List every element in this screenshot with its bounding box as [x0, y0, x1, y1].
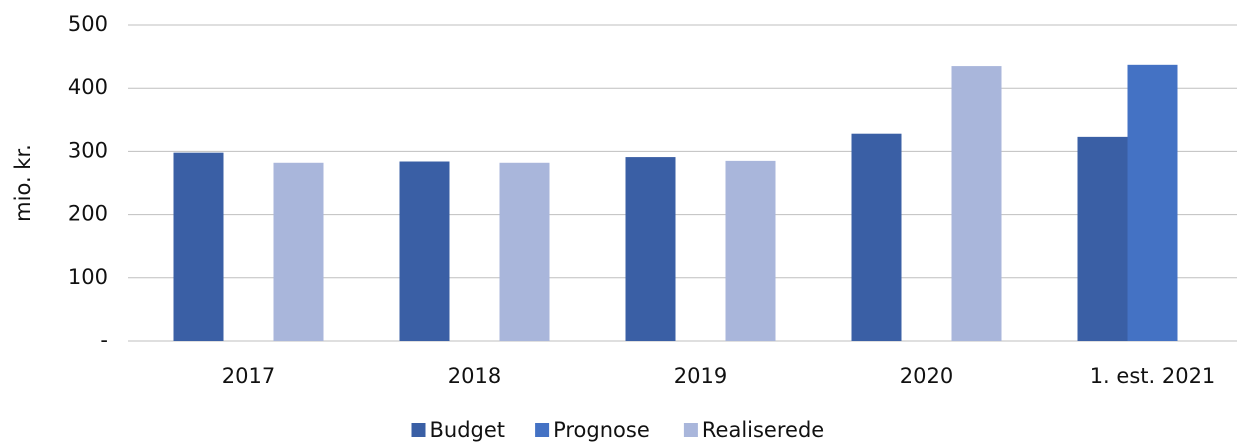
- bar: [851, 133, 902, 341]
- y-tick-label: 100: [68, 265, 108, 289]
- y-tick-label: 200: [68, 202, 108, 226]
- bar: [1127, 64, 1178, 341]
- y-axis-label: mio. kr.: [11, 144, 35, 222]
- bar: [951, 66, 1002, 341]
- bar: [499, 162, 550, 341]
- x-tick-label: 1. est. 2021: [1090, 364, 1216, 388]
- bar: [399, 161, 450, 341]
- x-tick-label: 2018: [448, 364, 501, 388]
- legend-label: Budget: [430, 418, 506, 442]
- x-tick-label: 2017: [222, 364, 275, 388]
- bar: [273, 162, 324, 341]
- y-tick-label: 400: [68, 75, 108, 99]
- bar: [725, 160, 776, 341]
- legend-label: Realiserede: [702, 418, 824, 442]
- legend-label: Prognose: [553, 418, 650, 442]
- y-tick-label: 300: [68, 138, 108, 162]
- x-tick-label: 2019: [674, 364, 727, 388]
- legend-swatch: [411, 423, 426, 437]
- y-tick-label: 500: [68, 12, 108, 36]
- x-tick-label: 2020: [900, 364, 953, 388]
- y-tick-label: -: [100, 328, 108, 352]
- bar: [173, 152, 224, 341]
- legend-swatch: [535, 423, 550, 437]
- bar: [625, 157, 676, 341]
- legend-swatch: [683, 423, 698, 437]
- bar: [1077, 136, 1128, 341]
